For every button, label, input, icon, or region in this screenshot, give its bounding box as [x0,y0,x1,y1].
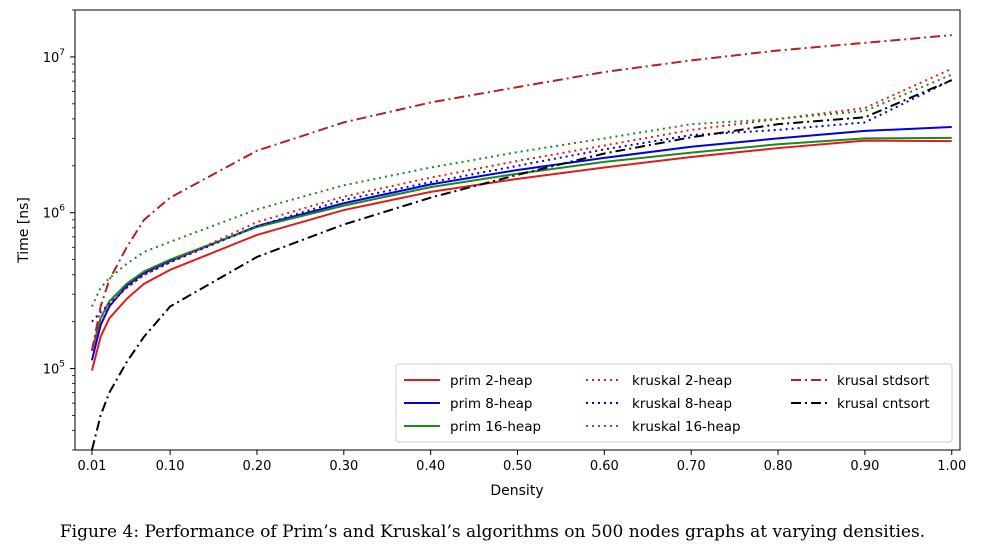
x-tick-label: 0.70 [677,459,706,474]
legend-label-0: prim 2-heap [450,373,532,389]
series-line-0 [90,139,952,371]
legend-label-6: krusal stdsort [837,373,929,389]
legend-label-5: kruskal 16-heap [632,419,741,435]
series-line-6 [90,34,952,351]
x-tick-label: 0.01 [77,459,106,474]
x-tick-label: 0.40 [416,459,445,474]
x-tick-label: 0.50 [503,459,532,474]
legend-label-3: kruskal 2-heap [632,373,732,389]
x-ticks: 0.01 0.10 0.20 0.30 0.40 0.50 0.60 0.70 0.80 0.90… [77,450,966,474]
series-line-7 [90,79,953,451]
legend-label-7: krusal cntsort [837,396,930,412]
legend: prim 2-heap prim 8-heap prim 16-heap kruska… [395,363,953,443]
chart: 0.01 0.10 0.20 0.30 0.40 0.50 0.60 0.70 0.80 0.90… [16,9,966,499]
series-layer [90,34,953,451]
legend-label-4: kruskal 8-heap [632,396,732,412]
series-line-5 [91,73,953,307]
x-tick-label: 0.10 [156,459,185,474]
x-tick-label: 0.90 [850,459,879,474]
series-line-2 [90,136,952,352]
x-tick-label: 1.00 [937,459,966,474]
legend-label-2: prim 16-heap [450,419,541,435]
legend-items: prim 2-heap prim 8-heap prim 16-heap kruska… [404,373,930,435]
series-line-4 [91,79,953,323]
legend-box [395,363,953,443]
y-tick-label: 106 [43,204,66,222]
series-line-3 [90,67,953,352]
x-tick-label: 0.20 [242,459,271,474]
x-tick-label: 0.60 [590,459,619,474]
y-axis-label: Time [ns] [16,197,32,264]
x-tick-label: 0.80 [764,459,793,474]
y-tick-label: 105 [43,360,65,378]
y-ticks: 105 106 107 [43,9,75,451]
series-line-1 [90,125,952,361]
y-tick-label: 107 [43,48,65,66]
x-axis-label: Density [490,483,543,499]
figure-caption: Figure 4: Performance of Prim’s and Krus… [59,522,926,542]
legend-label-1: prim 8-heap [450,396,532,412]
x-tick-label: 0.30 [329,459,358,474]
